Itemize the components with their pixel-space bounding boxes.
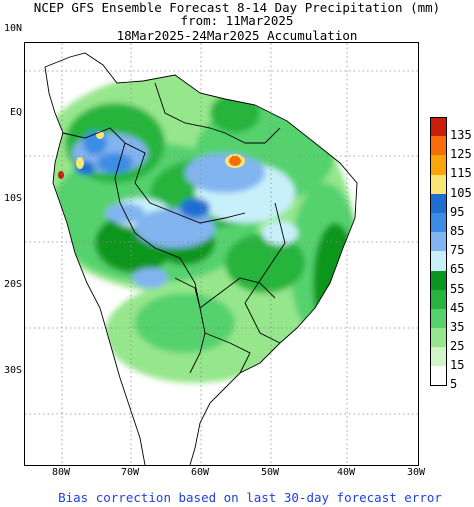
lon-label-80w: 80W [51,467,71,478]
graticule [25,43,418,465]
legend-label: 45 [450,300,465,315]
lon-label-40w: 40W [336,467,356,478]
precipitation-map [24,42,419,466]
legend-label: 85 [450,223,465,238]
legend-label: 135 [450,128,472,142]
legend-swatch [430,308,447,329]
legend-swatch [430,193,447,213]
legend-label: 125 [450,147,472,162]
legend-swatch [430,251,447,271]
legend-swatch [430,136,447,156]
legend-label: 95 [450,204,465,219]
lon-label-60w: 60W [190,467,210,478]
legend-swatch [430,328,447,348]
lon-label-70w: 70W [120,467,140,478]
legend-swatch [430,366,447,386]
legend-label: 15 [450,358,465,373]
legend-swatch [430,117,447,137]
legend-swatch [430,270,447,290]
legend-label: 115 [450,166,472,181]
legend-swatch [430,232,447,252]
legend-label: 105 [450,185,472,200]
legend-label: 65 [450,262,465,277]
legend-label: 55 [450,281,465,296]
lat-label-10n: 10N [3,23,22,34]
lat-label-30s: 30S [3,365,22,376]
lon-label-50w: 50W [260,467,280,478]
legend-label: 75 [450,243,465,258]
accumulation-period: 18Mar2025-24Mar2025 Accumulation [116,28,358,43]
legend-label: 35 [450,319,465,334]
lat-label-10s: 10S [3,193,22,204]
legend-label: 25 [450,339,465,354]
forecast-issue-date: from: 11Mar2025 [180,13,294,28]
legend-label: 5 [450,377,458,392]
map-title: NCEP GFS Ensemble Forecast 8-14 Day Prec… [33,0,441,15]
legend-swatch [430,347,447,367]
legend-swatch [430,289,447,309]
precipitation-shading [45,53,357,465]
legend-swatch [430,155,447,175]
map-canvas [25,43,418,465]
bias-correction-note: Bias correction based on last 30-day for… [58,490,442,505]
coastlines-borders [44,52,358,465]
lon-label-30w: 30W [406,467,426,478]
legend-swatch [430,212,447,233]
lat-label-eq: EQ [9,107,22,118]
lat-label-20s: 20S [3,279,22,290]
legend-swatch [430,174,447,194]
